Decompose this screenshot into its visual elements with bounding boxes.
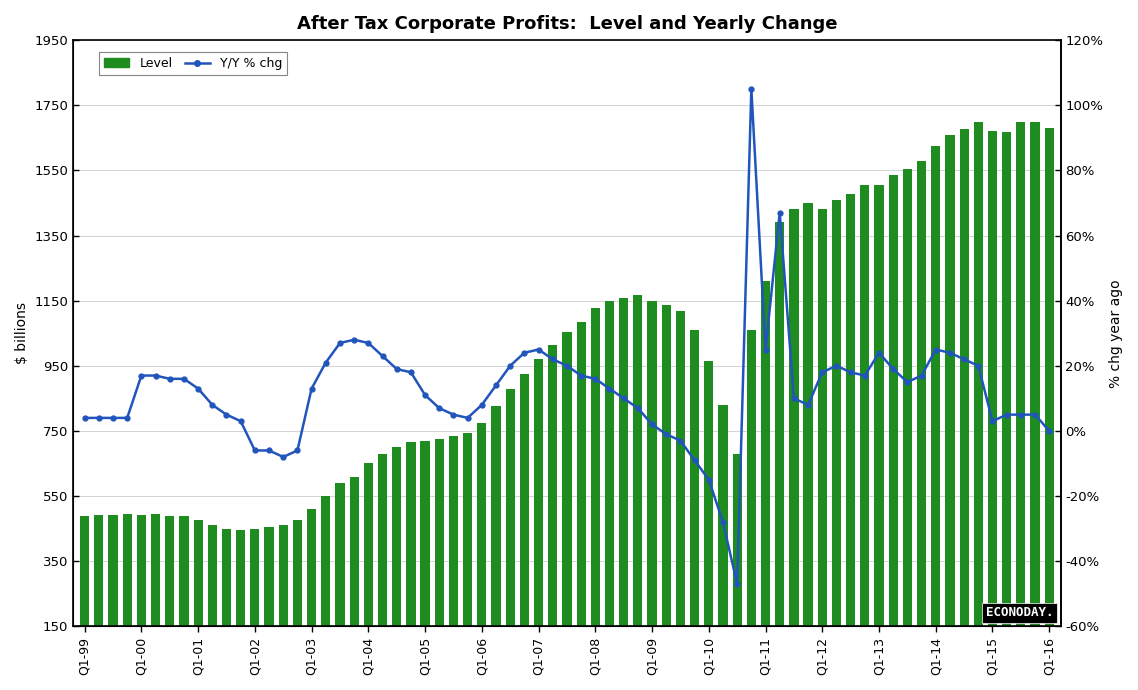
Bar [420,441,430,676]
Bar [151,513,160,676]
Bar [336,483,345,676]
Bar [222,529,231,676]
Bar [463,433,472,676]
Bar [406,442,415,676]
Bar [520,374,529,676]
Bar [889,175,898,676]
Bar [704,361,714,676]
Bar [137,515,146,676]
Bar [279,524,288,676]
Bar [180,516,189,676]
Bar [661,304,670,676]
Bar [1016,121,1025,676]
Bar [902,169,912,676]
Bar [803,203,813,676]
Bar [562,332,571,676]
Y-axis label: $ billions: $ billions [15,302,28,364]
Bar [733,454,742,676]
Bar [690,330,699,676]
Bar [108,515,117,676]
Bar [846,194,856,676]
Bar [648,301,657,676]
Bar [364,464,373,676]
Bar [605,302,615,676]
Bar [264,527,273,676]
Bar [974,122,983,676]
Bar [959,129,968,676]
Bar [874,185,883,676]
Bar [860,185,869,676]
Bar [790,210,799,676]
Bar [393,447,402,676]
Bar [292,520,302,676]
Legend: Level, Y/Y % chg: Level, Y/Y % chg [99,52,287,75]
Title: After Tax Corporate Profits:  Level and Yearly Change: After Tax Corporate Profits: Level and Y… [297,15,838,33]
Bar [747,330,756,676]
Bar [208,525,217,676]
Bar [193,520,203,676]
Bar [1030,121,1040,676]
Bar [1045,128,1054,676]
Y-axis label: % chg year ago: % chg year ago [1110,279,1123,388]
Bar [505,389,514,676]
Bar [832,199,841,676]
Bar [946,135,955,676]
Bar [988,131,997,676]
Bar [378,455,387,676]
Bar [492,406,501,676]
Bar [165,515,174,676]
Bar [917,161,926,676]
Bar [577,322,586,676]
Bar [435,439,444,676]
Bar [931,146,940,676]
Bar [307,509,316,676]
Bar [477,423,486,676]
Bar [448,436,459,676]
Bar [123,514,132,676]
Bar [321,496,330,676]
Bar [633,295,643,676]
Bar [718,405,727,676]
Bar [349,477,358,676]
Bar [534,359,543,676]
Bar [236,530,246,676]
Bar [1003,132,1012,676]
Bar [676,311,685,676]
Bar [591,308,600,676]
Bar [761,281,770,676]
Bar [775,222,784,676]
Bar [818,210,827,676]
Bar [619,298,628,676]
Text: ECONODAY.: ECONODAY. [987,607,1054,620]
Bar [94,515,104,676]
Bar [250,529,259,676]
Bar [549,344,558,676]
Bar [80,515,89,676]
